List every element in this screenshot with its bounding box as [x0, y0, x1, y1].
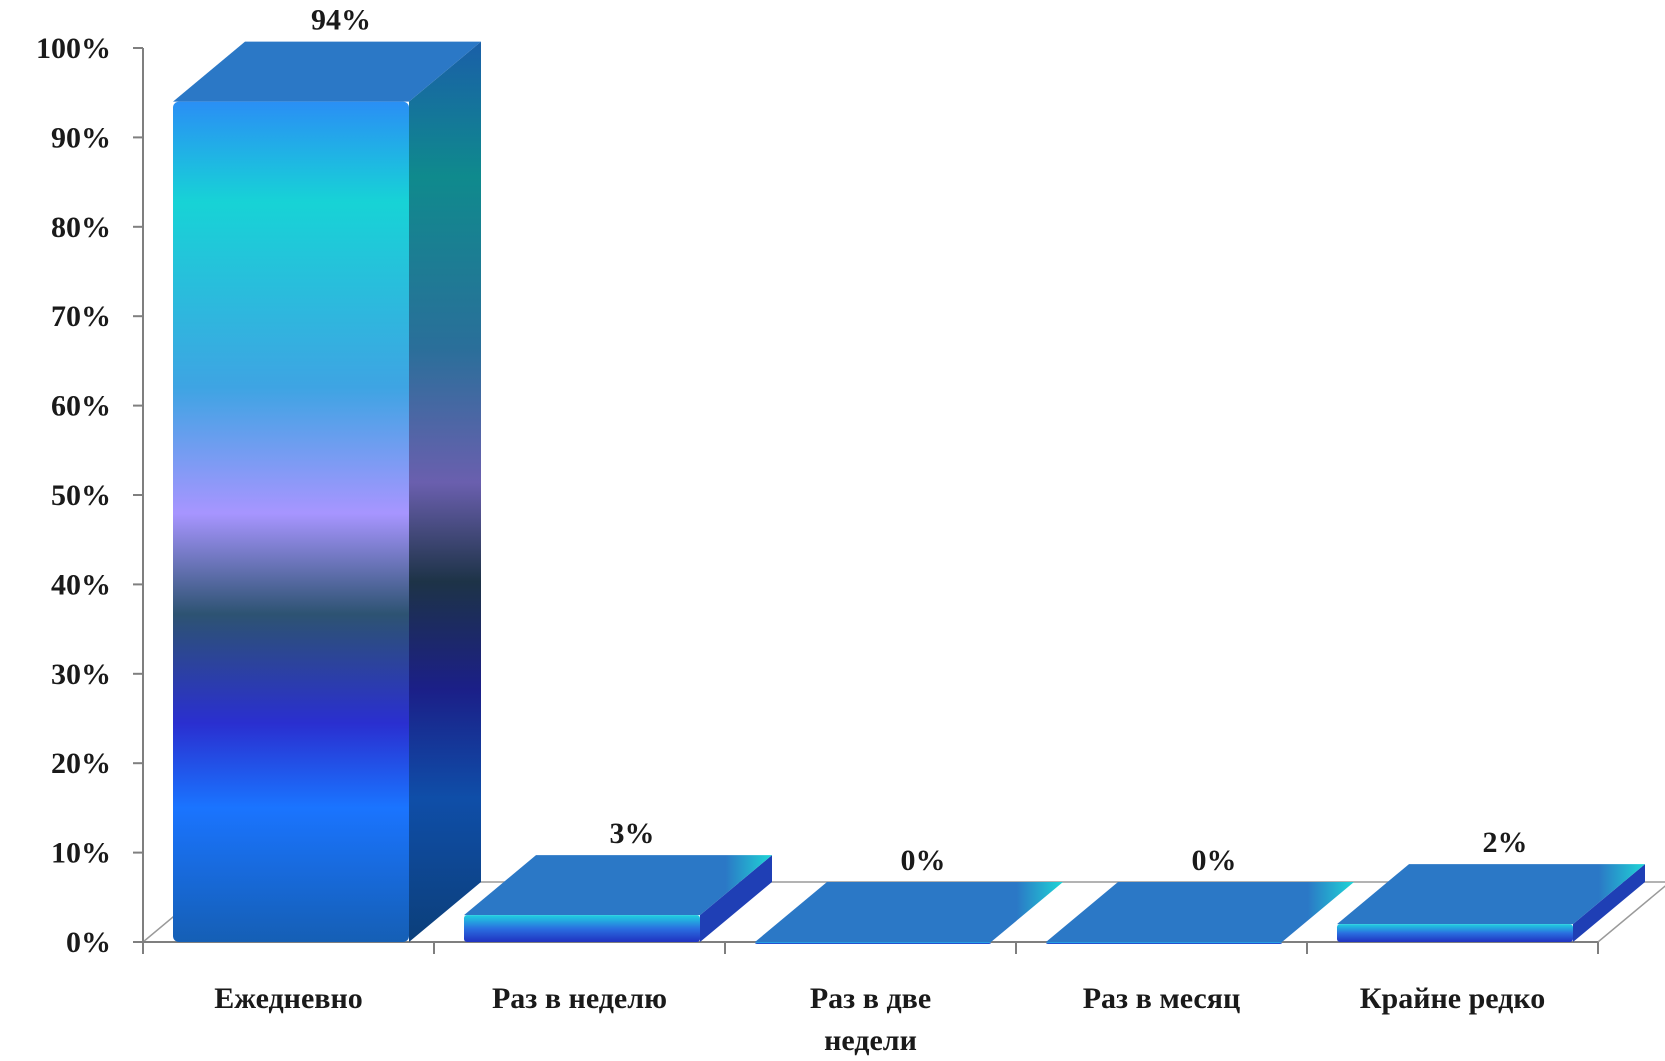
- bar-top: [1046, 882, 1354, 942]
- bar-side: [700, 855, 772, 942]
- y-tick-label: 30%: [51, 658, 111, 691]
- y-tick-label: 60%: [51, 390, 111, 423]
- y-tick-label: 50%: [51, 479, 111, 512]
- y-tick-label: 80%: [51, 211, 111, 244]
- bar-top: [755, 882, 1063, 942]
- data-label: 3%: [610, 817, 655, 850]
- bar: [1337, 924, 1573, 942]
- bar: [1046, 942, 1282, 944]
- x-tick-label: Крайне редко: [1360, 982, 1546, 1015]
- bar: [173, 101, 409, 942]
- x-tick-label: Раз в неделю: [492, 982, 667, 1015]
- x-tick-label: Раз в месяц: [1083, 982, 1241, 1015]
- y-tick-label: 20%: [51, 747, 111, 780]
- y-tick-label: 40%: [51, 568, 111, 601]
- bar-top: [1337, 864, 1645, 925]
- bar-side: [409, 41, 481, 942]
- y-tick-label: 10%: [51, 837, 111, 870]
- bar-side: [1573, 864, 1645, 942]
- data-label: 0%: [1192, 844, 1237, 877]
- y-tick-label: 0%: [66, 926, 111, 959]
- x-tick-label: Раз в две: [810, 982, 931, 1015]
- bar: [755, 942, 991, 944]
- x-tick-label: Ежедневно: [214, 982, 363, 1015]
- x-tick-label: недели: [824, 1024, 917, 1057]
- y-tick-label: 70%: [51, 300, 111, 333]
- bar-top: [464, 855, 772, 916]
- data-label: 94%: [311, 4, 371, 37]
- data-label: 0%: [901, 844, 946, 877]
- y-tick-label: 100%: [36, 32, 111, 65]
- y-tick-label: 90%: [51, 121, 111, 154]
- bar: [464, 915, 700, 942]
- bar-top: [173, 41, 481, 102]
- data-label: 2%: [1483, 826, 1528, 859]
